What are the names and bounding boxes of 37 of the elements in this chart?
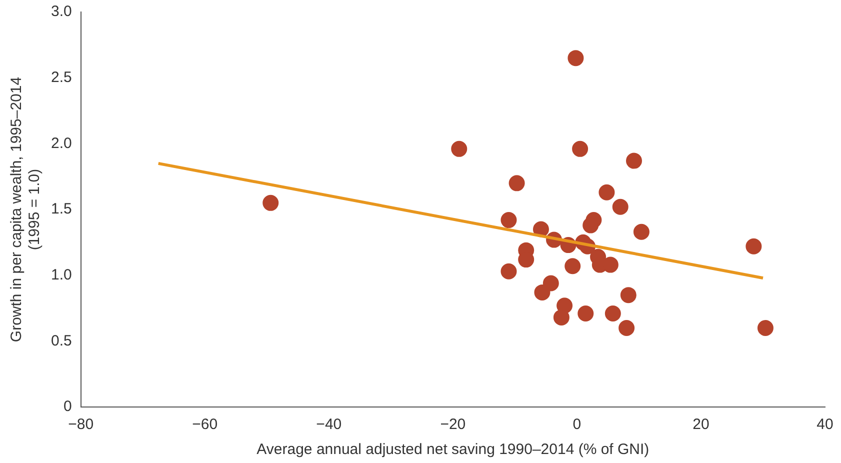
- y-tick-label: 1.5: [50, 200, 72, 218]
- point: [262, 194, 279, 211]
- point: [598, 184, 615, 200]
- y-tick-label: 0.5: [50, 332, 72, 350]
- point: [508, 175, 525, 192]
- y-axis-title: Growth in per capita wealth, 1995–2014 (1995 = 1.0): [8, 76, 44, 342]
- y-tick-label: 1.0: [50, 266, 72, 284]
- y-tick-label: 2.0: [50, 134, 72, 152]
- y-tick-label: 0: [64, 398, 72, 416]
- point: [451, 140, 468, 157]
- x-tick-label: −20: [440, 416, 466, 434]
- x-axis-title: Average annual adjusted net saving 1990–2014 (% of GNI): [256, 441, 650, 458]
- point: [568, 50, 584, 66]
- x-tick-label: 40: [816, 416, 834, 434]
- point: [534, 284, 550, 300]
- point: [500, 212, 517, 228]
- point: [612, 198, 628, 215]
- point: [626, 152, 642, 169]
- y-tick-label: 2.5: [50, 68, 72, 86]
- y-tick-label: 3.0: [50, 3, 72, 20]
- point: [582, 217, 599, 234]
- point: [633, 224, 650, 240]
- point: [618, 320, 635, 336]
- point: [604, 306, 621, 322]
- x-tick-label: −60: [192, 416, 218, 434]
- point: [500, 263, 517, 280]
- point: [578, 306, 594, 322]
- point: [553, 309, 570, 326]
- x-tick-label: −40: [316, 416, 342, 434]
- point: [564, 258, 581, 274]
- x-tick-label: −80: [68, 416, 94, 434]
- point: [620, 287, 636, 304]
- point: [746, 238, 762, 254]
- point: [757, 320, 774, 336]
- x-tick-label: 0: [572, 416, 582, 434]
- x-tick-label: 20: [692, 416, 710, 434]
- point: [572, 140, 588, 157]
